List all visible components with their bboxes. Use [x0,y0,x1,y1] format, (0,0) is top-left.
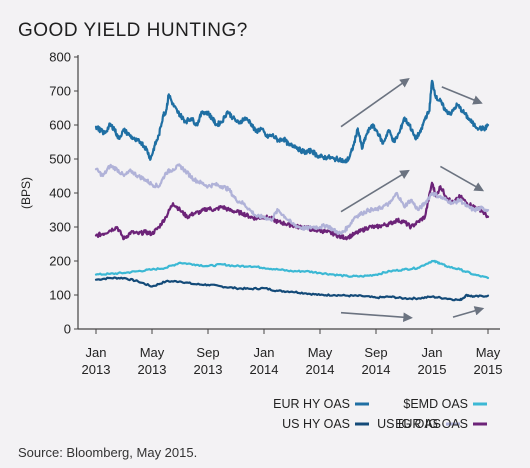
line-chart: 0 100 200 300 400 500 600 700 800 Jan 2013 May 2013 S… [19,50,502,432]
y-tick-label: 100 [49,288,71,303]
trend-arrow [340,77,410,128]
trend-arrow [452,306,485,318]
trend-arrow [340,169,410,213]
series-line-eur-hy-oas [94,79,490,164]
y-tick-label: 200 [49,254,71,269]
series-line-eur-ig-oas [94,181,490,241]
legend-label: US IG OAS [377,417,441,431]
trend-arrows [340,77,485,323]
x-tick-label-year: 2014 [306,362,335,377]
x-tick-label-year: 2015 [474,362,503,377]
trend-arrow [441,86,483,105]
series-line-emd-oas [94,259,490,280]
y-tick-label: 600 [49,118,71,133]
legend-label: EUR IG OAS [395,417,468,431]
x-tick-label-year: 2014 [362,362,391,377]
y-tick-label: 800 [49,50,71,65]
legend-label: $EMD OAS [403,397,468,411]
series-line-us-hy-oas [94,276,490,302]
source-note: Source: Bloomberg, May 2015. [18,445,198,460]
y-tick-label: 700 [49,84,71,99]
x-tick-label-month: Sep [196,345,219,360]
x-tick-label-month: May [140,345,165,360]
x-tick-label-month: Jan [422,345,443,360]
x-tick-label-year: 2013 [82,362,111,377]
x-tick-label-month: May [476,345,501,360]
x-tick-label-month: May [308,345,333,360]
axes: 0 100 200 300 400 500 600 700 800 Jan 2013 May 2013 S… [19,50,502,378]
x-tick-label-month: Jan [86,345,107,360]
x-tick-label-year: 2013 [138,362,167,377]
x-tick-label-year: 2015 [418,362,447,377]
legend: EUR HY OAS $EMD OAS US HY OAS US IG OASEUR … [273,397,487,431]
y-tick-label: 0 [64,322,71,337]
y-tick-label: 500 [49,152,71,167]
trend-arrow [440,165,485,192]
x-tick-label-month: Jan [254,345,275,360]
series-line-us-ig-oas [94,163,490,235]
x-tick-label-year: 2013 [194,362,223,377]
series-lines [94,79,490,302]
y-tick-label: 400 [49,186,71,201]
x-tick-label-month: Sep [364,345,387,360]
legend-label: US HY OAS [282,417,350,431]
trend-arrow [340,311,413,323]
legend-label: EUR HY OAS [273,397,350,411]
x-tick-label-year: 2014 [250,362,279,377]
y-axis-title: (BPS) [19,177,33,209]
chart-title: GOOD YIELD HUNTING? [18,20,248,41]
y-tick-label: 300 [49,220,71,235]
